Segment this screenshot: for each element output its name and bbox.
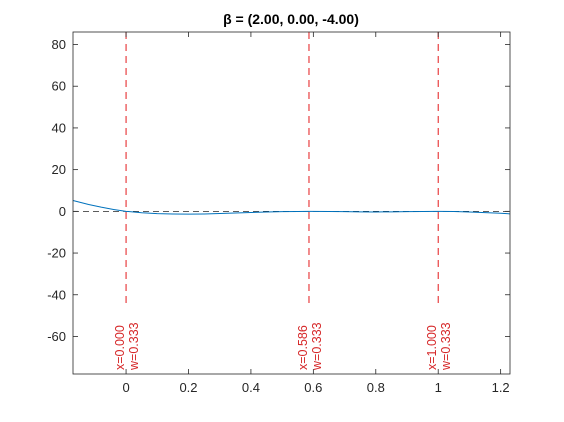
vertical-line-w-label: w=0.333	[127, 322, 141, 371]
vertical-line-x-label: x=0.000	[113, 325, 127, 370]
axes: 0 0.2 0.4 0.6 0.8 1 1.2 -60 -40 -20 0 20 40 60 80	[47, 31, 511, 395]
vertical-line-w-label: w=0.333	[439, 322, 453, 371]
x-tick-label: 0.2	[179, 380, 197, 395]
plot-area	[73, 32, 510, 374]
vertical-line-x-label: x=0.586	[296, 325, 310, 370]
x-tick-label: 0	[122, 380, 129, 395]
y-tick-label: -40	[47, 287, 66, 302]
vertical-line-w-label: w=0.333	[310, 322, 324, 371]
y-tick-label: 60	[52, 79, 66, 94]
annotations: x=0.000 w=0.333 x=0.586 w=0.333 x=1.000 w=0.3…	[113, 322, 453, 371]
x-tick-label: 0.6	[304, 380, 322, 395]
series-line	[72, 200, 511, 215]
y-tick-label: 80	[52, 37, 66, 52]
chart-title: β = (2.00, 0.00, -4.00)	[223, 11, 359, 27]
series-group	[72, 200, 511, 215]
y-tick-label: -20	[47, 246, 66, 261]
y-tick-label: 0	[59, 204, 66, 219]
x-tick-label: 1	[435, 380, 442, 395]
y-tick-label: 20	[52, 162, 66, 177]
x-tick-label: 0.4	[242, 380, 260, 395]
y-tick-label: -60	[47, 329, 66, 344]
y-tick-label: 40	[52, 120, 66, 135]
x-tick-label: 0.8	[367, 380, 385, 395]
axes-frame	[72, 31, 511, 375]
x-tick-label: 1.2	[492, 380, 510, 395]
vertical-line-x-label: x=1.000	[425, 325, 439, 370]
